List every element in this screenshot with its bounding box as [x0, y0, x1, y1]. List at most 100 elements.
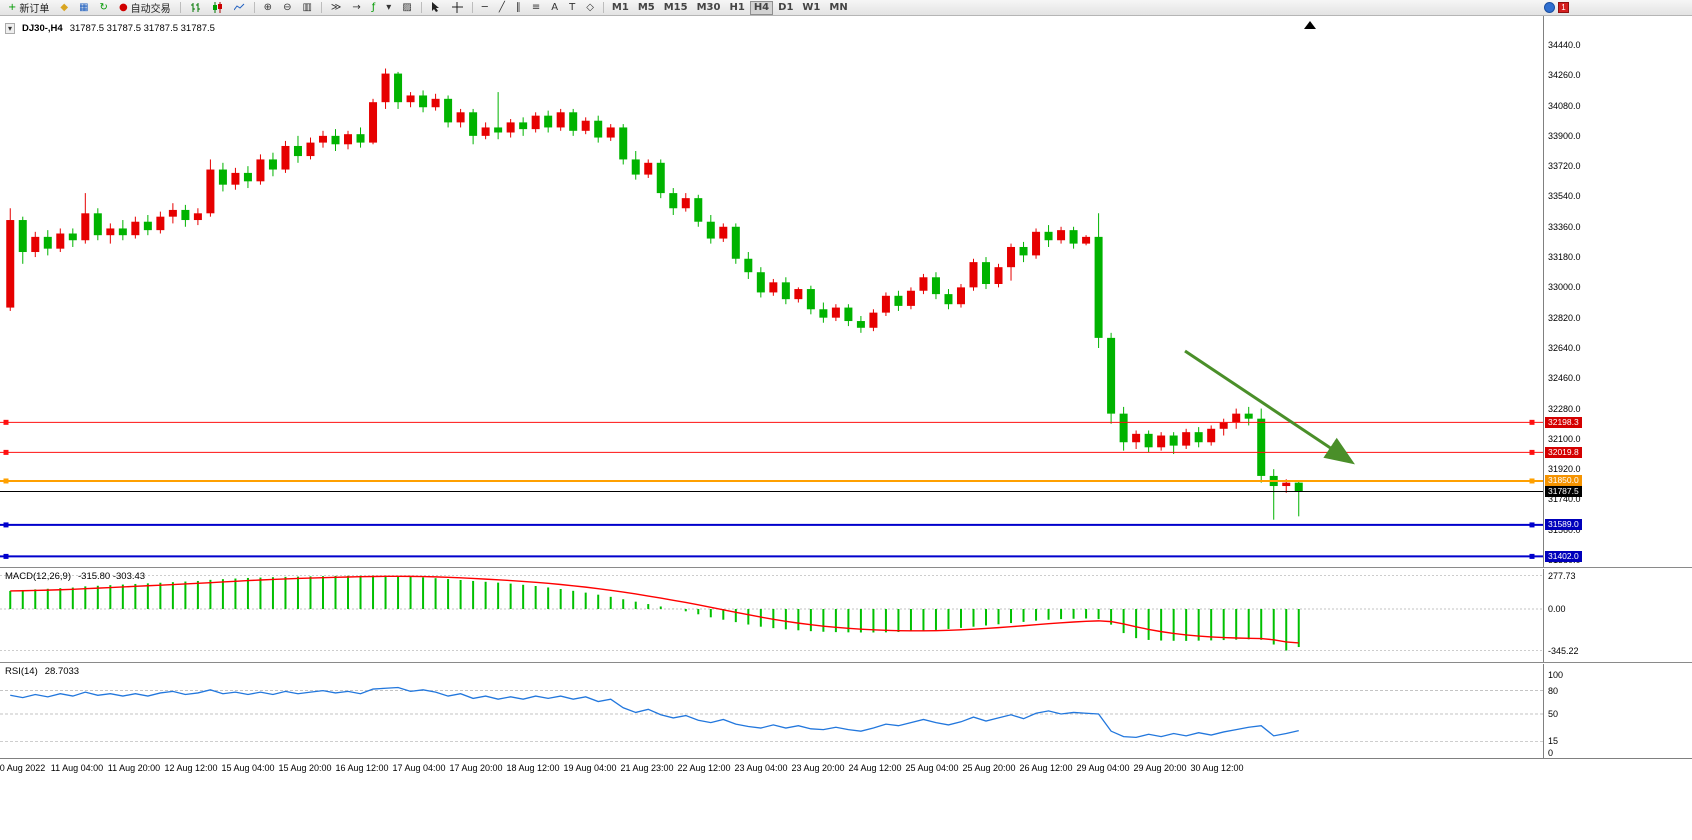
cursor-button[interactable]: [426, 1, 446, 15]
price-tick: 33540.0: [1548, 191, 1581, 202]
macd-axis-label: 277.73: [1548, 570, 1576, 581]
time-label: 18 Aug 12:00: [506, 763, 560, 773]
line-chart-icon: [233, 3, 245, 11]
price-tick: 33180.0: [1548, 252, 1581, 263]
rsi-panel[interactable]: RSI(14) 28.7033: [0, 664, 1543, 758]
rsi-axis-label: 80: [1548, 685, 1559, 696]
time-label: 10 Aug 2022: [0, 763, 46, 773]
timeframe-h1-button[interactable]: H1: [725, 1, 748, 15]
auto-scroll-icon: ≫: [330, 1, 342, 13]
line-chart-button[interactable]: [229, 1, 250, 15]
timeframe-h4-button[interactable]: H4: [749, 0, 774, 15]
horizontal-line-tool-button[interactable]: ─: [477, 1, 493, 15]
timeframe-m15-button[interactable]: M15: [660, 1, 692, 15]
zoom-out-button[interactable]: ⊖: [278, 1, 296, 15]
panel-splitter[interactable]: [0, 662, 1692, 664]
time-label: 17 Aug 04:00: [392, 763, 446, 773]
bar-chart-button[interactable]: [185, 1, 206, 15]
horizontal-line-icon: ─: [481, 1, 488, 13]
text-tool-button[interactable]: A: [546, 1, 563, 15]
price-tag: 31589.0: [1545, 519, 1582, 531]
trendline-tool-button[interactable]: ╱: [494, 1, 510, 15]
time-label: 22 Aug 12:00: [677, 763, 731, 773]
autotrade-button[interactable]: ● 自动交易: [114, 1, 176, 15]
fibonacci-icon: ≡: [531, 1, 541, 13]
price-axis[interactable]: 31380.031560.031740.031920.032100.032280…: [1543, 16, 1692, 758]
price-tick: 32820.0: [1548, 312, 1581, 323]
time-label: 21 Aug 23:00: [620, 763, 674, 773]
shapes-icon: ◇: [586, 1, 594, 13]
cursor-icon: [431, 2, 439, 12]
trendline-icon: ╱: [498, 1, 505, 13]
label-tool-button[interactable]: T: [564, 1, 580, 15]
main-chart-panel[interactable]: ▾ DJ30-,H4 31787.5 31787.5 31787.5 31787…: [0, 16, 1543, 567]
price-tick: 34260.0: [1548, 70, 1581, 81]
time-label: 12 Aug 12:00: [164, 763, 218, 773]
refresh-button[interactable]: ↻: [95, 1, 113, 15]
timeframe-d1-button[interactable]: D1: [774, 1, 797, 15]
community-icon[interactable]: [1544, 2, 1555, 13]
market-watch-button[interactable]: ▦: [74, 1, 93, 15]
price-tick: 34440.0: [1548, 39, 1581, 50]
zoom-in-icon: ⊕: [263, 1, 273, 13]
panel-splitter[interactable]: [0, 567, 1692, 569]
timeframe-w1-button[interactable]: W1: [798, 1, 824, 15]
channel-tool-button[interactable]: ∥: [511, 1, 526, 15]
timeframe-mn-button[interactable]: MN: [825, 1, 851, 15]
rsi-axis-label: 50: [1548, 709, 1559, 719]
refresh-icon: ↻: [99, 1, 108, 13]
notifications-badge[interactable]: 1: [1558, 2, 1569, 13]
chart-ohlc-quote: 31787.5 31787.5 31787.5 31787.5: [69, 23, 215, 34]
tile-windows-icon: ▥: [302, 1, 312, 13]
autotrade-label: 自动交易: [130, 4, 171, 15]
time-label: 11 Aug 20:00: [107, 763, 161, 773]
templates-icon: ▨: [402, 1, 412, 13]
time-label: 24 Aug 12:00: [848, 763, 902, 773]
new-order-button[interactable]: + 新订单: [3, 1, 54, 15]
candlestick-chart-button[interactable]: [207, 1, 228, 15]
rsi-title: RSI(14): [5, 666, 38, 677]
time-label: 29 Aug 04:00: [1076, 763, 1130, 773]
price-tick: 32640.0: [1548, 342, 1581, 353]
macd-axis-label: 0.00: [1548, 604, 1566, 614]
price-tick: 34080.0: [1548, 100, 1581, 111]
time-label: 23 Aug 20:00: [791, 763, 845, 773]
auto-scroll-button[interactable]: ≫: [326, 1, 346, 15]
price-tick: 32460.0: [1548, 373, 1581, 384]
time-label: 23 Aug 04:00: [734, 763, 788, 773]
templates-button[interactable]: ▨: [397, 1, 416, 15]
price-tick: 33900.0: [1548, 130, 1581, 141]
text-icon: A: [551, 1, 559, 13]
symbols-button[interactable]: ◆: [55, 1, 73, 15]
crosshair-button[interactable]: [447, 1, 468, 15]
chart-area: ▾ DJ30-,H4 31787.5 31787.5 31787.5 31787…: [0, 16, 1692, 777]
toolbar-separator: [253, 2, 255, 13]
macd-svg: [0, 575, 1543, 651]
timeframe-group: M1 M5 M15 M30 H1 H4 D1 W1 MN: [608, 0, 852, 15]
time-label: 25 Aug 20:00: [962, 763, 1016, 773]
price-tick: 31740.0: [1548, 494, 1581, 505]
timeframe-m1-button[interactable]: M1: [608, 1, 633, 15]
tile-windows-button[interactable]: ▥: [297, 1, 316, 15]
shapes-tool-button[interactable]: ◇: [581, 1, 599, 15]
price-tick: 32280.0: [1548, 403, 1581, 414]
macd-panel[interactable]: MACD(12,26,9) -315.80 -303.43: [0, 569, 1543, 662]
indicators-button[interactable]: ƒ: [367, 1, 381, 15]
channel-icon: ∥: [515, 1, 521, 13]
chart-shift-button[interactable]: →: [347, 1, 365, 15]
fibonacci-tool-button[interactable]: ≡: [527, 1, 545, 15]
time-label: 30 Aug 12:00: [1190, 763, 1244, 773]
macd-title: MACD(12,26,9): [5, 571, 71, 582]
timeframe-m30-button[interactable]: M30: [693, 1, 725, 15]
price-tag: 32019.8: [1545, 446, 1582, 458]
macd-values: -315.80 -303.43: [78, 571, 146, 582]
timeframe-m5-button[interactable]: M5: [634, 1, 659, 15]
oneclick-toggle[interactable]: ▾: [5, 23, 16, 34]
price-tag: 31787.5: [1545, 485, 1582, 497]
toolbar: + 新订单 ◆ ▦ ↻ ● 自动交易 ⊕ ⊖ ▥ ≫ → ƒ ▾ ▨ ─ ╱ ∥…: [0, 0, 1692, 16]
periods-dropdown-button[interactable]: ▾: [381, 1, 396, 15]
new-order-label: 新订单: [19, 4, 50, 15]
chart-title: DJ30-,H4: [22, 23, 63, 34]
zoom-in-button[interactable]: ⊕: [259, 1, 277, 15]
